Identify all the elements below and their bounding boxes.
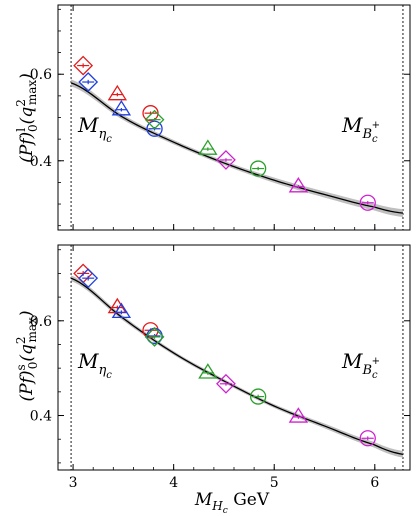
top-y-axis-label: (Pf)l0(q2max): [14, 73, 40, 163]
bottom-annotation-eta-c: Mηc: [77, 349, 112, 381]
bottom-marker-triangle: [111, 302, 132, 319]
x-axis-label: MHc GeV: [194, 490, 270, 516]
top-marker-triangle: [198, 139, 218, 155]
top-marker-triangle: [288, 177, 309, 193]
bottom-point-triangle: [111, 302, 132, 319]
bottom-marker-diamond: [78, 268, 99, 289]
bottom-xtick-label: 6: [370, 475, 379, 491]
bottom-point-circle: [359, 430, 376, 447]
bottom-ytick-label: 0.6: [30, 314, 52, 330]
bottom-annotation-bc-plus: MBc+: [341, 349, 380, 381]
top-ytick-label: 0.6: [30, 67, 52, 83]
bottom-fit-curve: [70, 277, 404, 456]
bottom-xtick-label: 3: [69, 475, 78, 491]
bottom-point-diamond: [78, 268, 99, 289]
bottom-marker-triangle: [198, 363, 218, 379]
top-point-triangle: [288, 177, 309, 193]
top-panel: 0.4 0.6 (Pf)l0(q2max) Mηc MBc+: [14, 4, 411, 231]
top-point-circle: [249, 160, 267, 177]
top-marker-triangle: [107, 84, 128, 101]
bottom-marker-circle: [249, 388, 267, 405]
top-annotation-eta-c: Mηc: [77, 113, 112, 145]
top-point-diamond: [73, 55, 94, 76]
top-point-triangle: [111, 99, 132, 116]
bottom-point-circle: [249, 388, 267, 405]
top-point-diamond: [144, 109, 165, 130]
bottom-marker-triangle: [288, 407, 309, 423]
bottom-y-axis-label: (Pf)s0(q2max): [14, 311, 40, 402]
top-point-diamond: [216, 149, 236, 170]
bottom-point-triangle: [198, 363, 218, 379]
top-marker-diamond: [216, 149, 236, 170]
bottom-marker-circle: [142, 322, 159, 339]
top-marker-circle: [249, 160, 267, 177]
top-point-triangle: [198, 139, 218, 155]
top-point-triangle: [107, 84, 128, 101]
top-ytick-label: 0.4: [30, 154, 52, 170]
bottom-marker-circle: [359, 430, 376, 447]
top-marker-circle: [359, 194, 376, 211]
bottom-marker-diamond: [144, 326, 165, 347]
top-annotation-bc-plus: MBc+: [341, 113, 380, 145]
bottom-xtick-label: 5: [270, 475, 279, 491]
bottom-plot-area: 0.4 0.6 3 4 5 6: [30, 245, 410, 491]
bottom-point-diamond: [144, 326, 165, 347]
bottom-point-diamond: [216, 373, 236, 394]
top-marker-circle: [142, 105, 159, 122]
bottom-xtick-label: 4: [169, 475, 178, 491]
top-point-circle: [142, 105, 159, 122]
top-marker-diamond: [144, 109, 165, 130]
top-fit-curve: [70, 82, 404, 214]
top-marker-diamond: [78, 72, 99, 92]
top-marker-triangle: [111, 99, 132, 116]
bottom-point-triangle: [288, 407, 309, 423]
top-point-circle: [359, 194, 376, 211]
top-point-diamond: [78, 72, 99, 92]
bottom-marker-diamond: [216, 373, 236, 394]
top-marker-diamond: [73, 55, 94, 76]
bottom-ytick-label: 0.4: [30, 409, 52, 425]
bottom-panel: 0.4 0.6 3 4 5 6 (Pf)s0(q2max) Mηc MBc+ MHc Ge…: [14, 244, 411, 516]
top-plot-area: 0.4 0.6: [30, 5, 410, 230]
